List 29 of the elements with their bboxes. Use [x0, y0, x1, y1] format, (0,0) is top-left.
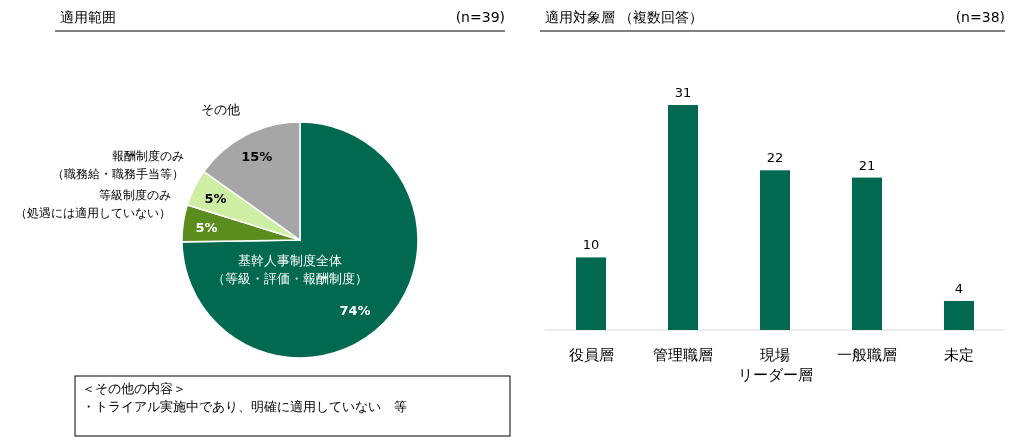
data-label: 15%: [241, 149, 273, 165]
bar: [668, 105, 698, 330]
data-label: 74%: [339, 303, 371, 318]
data-label: 31: [674, 85, 692, 100]
x-tick-label: 管理職層: [653, 346, 713, 364]
data-label: 5%: [204, 191, 227, 207]
text: ・トライアル実施中であり、明確に適用していない 等: [82, 399, 407, 414]
slice-label: 報酬制度のみ（職務給・職務手当等）: [51, 149, 184, 182]
x-tick-label: 一般職層: [837, 346, 897, 364]
data-label: 5%: [195, 219, 218, 235]
slice-label: その他: [201, 102, 241, 118]
bar: [760, 170, 790, 330]
data-label: 4: [954, 280, 964, 296]
chart-title: 適用範囲: [60, 9, 116, 25]
data-label: 10: [582, 237, 600, 253]
chart-subtitle: (n=38): [955, 9, 1005, 25]
x-tick-label: 役員層: [568, 346, 614, 364]
x-tick-label: 現場リーダー層: [737, 346, 813, 384]
data-label: 21: [858, 157, 876, 173]
bar: [852, 177, 882, 330]
bar: [944, 300, 974, 330]
x-tick-label: 未定: [944, 346, 974, 364]
slice-label: 等級制度のみ（処遇には適用していない）: [15, 188, 172, 221]
text: (n=39): [455, 9, 505, 25]
data-label: 22: [766, 150, 784, 166]
slice-label: 基幹人事制度全体（等級・評価・報酬制度）: [212, 253, 368, 286]
text: ＜その他の内容＞: [82, 381, 186, 396]
chart-title: 適用対象層 （複数回答）: [545, 9, 704, 25]
bar: [576, 257, 606, 330]
